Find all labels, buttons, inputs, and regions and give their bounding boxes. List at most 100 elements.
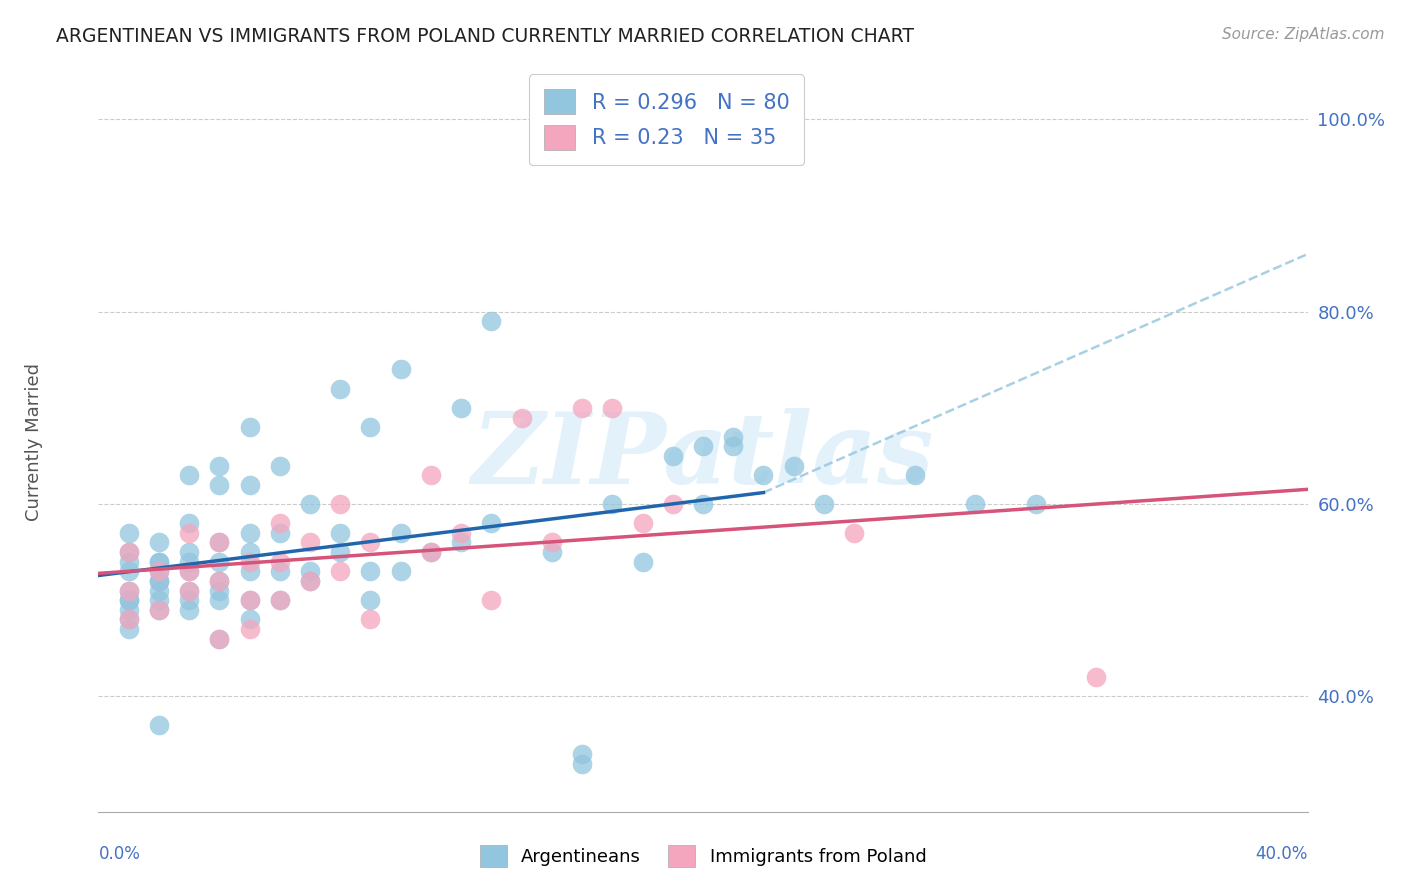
Point [208, 535, 231, 549]
Point [844, 525, 866, 540]
Point [602, 401, 624, 415]
Legend: Argentineans, Immigrants from Poland: Argentineans, Immigrants from Poland [472, 838, 934, 874]
Point [148, 603, 170, 617]
Point [148, 583, 170, 598]
Point [450, 401, 472, 415]
Point [692, 439, 714, 453]
Point [179, 565, 201, 579]
Text: 0.0%: 0.0% [98, 846, 141, 863]
Point [329, 382, 352, 396]
Point [389, 565, 412, 579]
Point [389, 525, 412, 540]
Point [118, 612, 141, 626]
Point [269, 458, 291, 473]
Point [329, 545, 352, 559]
Point [179, 583, 201, 598]
Point [179, 468, 201, 483]
Point [783, 458, 806, 473]
Point [269, 555, 291, 569]
Point [269, 525, 291, 540]
Point [540, 545, 562, 559]
Point [179, 555, 201, 569]
Point [540, 535, 562, 549]
Text: ARGENTINEAN VS IMMIGRANTS FROM POLAND CURRENTLY MARRIED CORRELATION CHART: ARGENTINEAN VS IMMIGRANTS FROM POLAND CU… [56, 27, 914, 45]
Point [239, 478, 262, 492]
Point [179, 603, 201, 617]
Point [571, 401, 593, 415]
Point [813, 497, 835, 511]
Point [299, 574, 322, 588]
Point [208, 583, 231, 598]
Point [269, 593, 291, 607]
Point [329, 565, 352, 579]
Point [208, 535, 231, 549]
Point [179, 593, 201, 607]
Point [208, 555, 231, 569]
Point [299, 535, 322, 549]
Point [965, 497, 987, 511]
Point [148, 574, 170, 588]
Point [118, 583, 141, 598]
Point [481, 516, 503, 531]
Point [118, 612, 141, 626]
Point [571, 756, 593, 771]
Point [329, 525, 352, 540]
Legend: R = 0.296   N = 80, R = 0.23   N = 35: R = 0.296 N = 80, R = 0.23 N = 35 [529, 74, 804, 165]
Point [208, 632, 231, 646]
Point [118, 593, 141, 607]
Point [329, 497, 352, 511]
Point [723, 439, 745, 453]
Point [571, 747, 593, 761]
Point [208, 458, 231, 473]
Point [299, 574, 322, 588]
Point [148, 565, 170, 579]
Point [118, 555, 141, 569]
Point [179, 583, 201, 598]
Point [904, 468, 927, 483]
Point [208, 478, 231, 492]
Point [148, 535, 170, 549]
Point [118, 545, 141, 559]
Point [450, 525, 472, 540]
Point [692, 497, 714, 511]
Point [148, 603, 170, 617]
Point [269, 516, 291, 531]
Point [118, 603, 141, 617]
Point [239, 420, 262, 434]
Point [239, 622, 262, 636]
Point [208, 574, 231, 588]
Point [481, 593, 503, 607]
Point [420, 545, 443, 559]
Point [752, 468, 775, 483]
Point [239, 593, 262, 607]
Point [148, 565, 170, 579]
Point [269, 565, 291, 579]
Point [179, 525, 201, 540]
Point [118, 565, 141, 579]
Point [510, 410, 533, 425]
Point [723, 430, 745, 444]
Point [360, 593, 382, 607]
Point [631, 555, 654, 569]
Point [148, 718, 170, 732]
Point [179, 516, 201, 531]
Point [481, 314, 503, 328]
Point [208, 574, 231, 588]
Point [148, 593, 170, 607]
Point [299, 565, 322, 579]
Point [299, 497, 322, 511]
Text: 40.0%: 40.0% [1256, 846, 1308, 863]
Point [420, 468, 443, 483]
Point [239, 565, 262, 579]
Point [148, 555, 170, 569]
Point [239, 593, 262, 607]
Point [360, 535, 382, 549]
Point [389, 362, 412, 376]
Point [148, 555, 170, 569]
Point [208, 632, 231, 646]
Y-axis label: Currently Married: Currently Married [25, 362, 42, 521]
Point [360, 612, 382, 626]
Point [118, 525, 141, 540]
Point [239, 525, 262, 540]
Point [239, 545, 262, 559]
